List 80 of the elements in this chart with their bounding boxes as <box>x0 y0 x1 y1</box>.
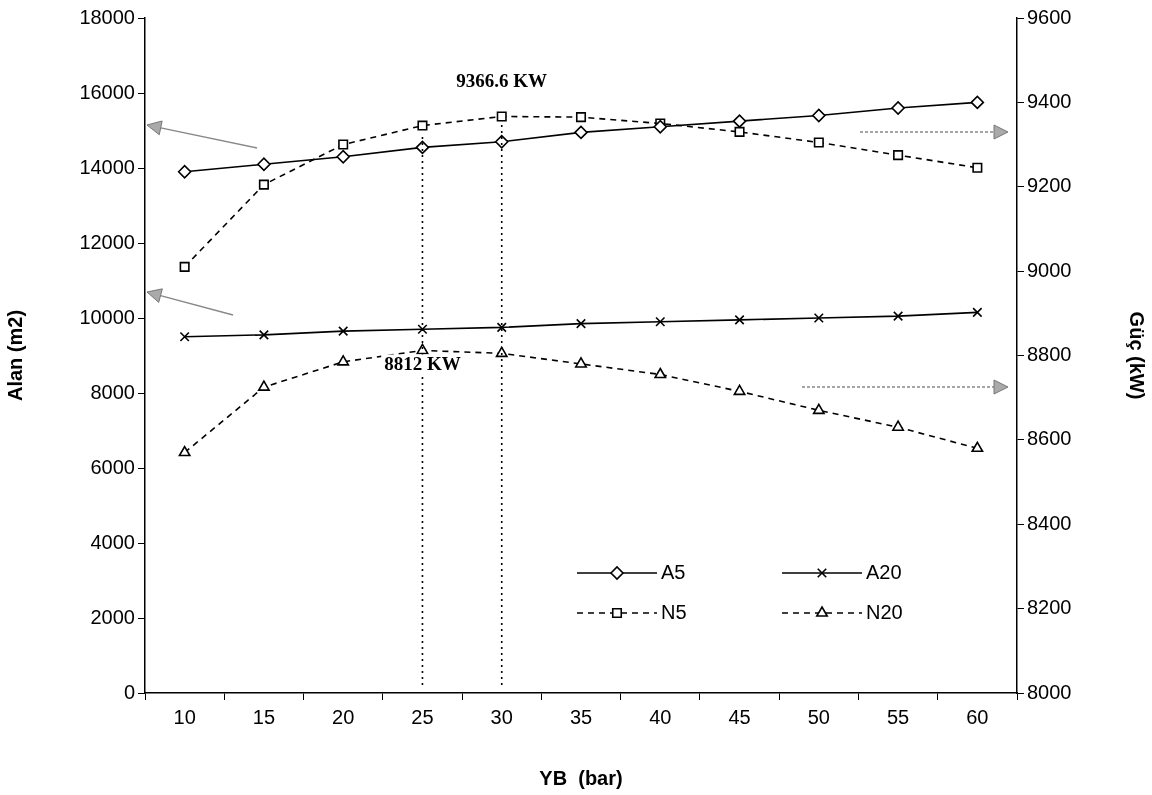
ref-line-label: 9366.6 KW <box>456 70 548 92</box>
point <box>179 261 190 272</box>
x-tick-label: 60 <box>966 705 989 728</box>
y-tick-label: 4000 <box>90 530 135 553</box>
point <box>653 119 668 134</box>
x-tick-label: 55 <box>886 705 910 728</box>
point <box>338 139 349 150</box>
point <box>338 326 349 337</box>
point <box>734 126 745 137</box>
point <box>972 162 983 173</box>
y2-tick-label: 8000 <box>1027 680 1072 703</box>
x-axis-title: YB (bar) <box>539 766 623 789</box>
point <box>813 312 824 324</box>
y2-tick-label: 9000 <box>1027 258 1072 281</box>
point <box>575 318 587 329</box>
point <box>336 149 350 164</box>
x-tick-label: 15 <box>252 705 276 728</box>
point <box>416 343 429 355</box>
point <box>733 384 746 396</box>
y2-tick-label: 9600 <box>1027 5 1072 28</box>
y-tick-label: 14000 <box>79 155 135 178</box>
y2-tick-label: 8800 <box>1027 343 1072 366</box>
point <box>892 420 905 432</box>
point <box>813 137 824 148</box>
x-tick-label: 45 <box>728 705 751 728</box>
y-tick-label: 2000 <box>90 605 135 628</box>
point <box>258 329 269 340</box>
x-tick-label: 35 <box>569 705 593 728</box>
y2-tick-label: 8200 <box>1027 596 1072 619</box>
point <box>179 331 190 342</box>
x-tick-label: 10 <box>173 705 196 728</box>
point <box>575 112 587 123</box>
x-tick-label: 50 <box>807 705 830 728</box>
x-tick-label: 40 <box>649 705 672 728</box>
point <box>496 111 507 122</box>
point <box>891 101 905 115</box>
point <box>732 114 747 128</box>
y-axis-title: Alan (m2) <box>3 309 26 402</box>
x-tick-label: 20 <box>332 705 355 728</box>
y2-tick-label: 9200 <box>1027 174 1072 197</box>
point <box>257 157 271 172</box>
ref-line-label: 8812 KW <box>384 353 461 375</box>
y2-axis-title: Güç (kW) <box>1126 311 1149 400</box>
y2-tick-label: 8400 <box>1027 511 1072 534</box>
y2-tick-label: 9400 <box>1027 89 1072 112</box>
point <box>258 179 269 190</box>
point <box>337 355 350 366</box>
x-tick-label: 30 <box>490 705 513 728</box>
y-tick-label: 10000 <box>79 305 135 328</box>
point <box>812 403 825 415</box>
point <box>654 367 667 379</box>
y-tick-label: 12000 <box>79 230 135 253</box>
y-tick-label: 8000 <box>90 380 135 403</box>
point <box>417 324 428 335</box>
point <box>655 316 666 327</box>
legend-label: N20 <box>866 600 903 623</box>
point <box>257 380 270 391</box>
point <box>575 357 587 368</box>
point <box>893 150 904 161</box>
point <box>177 164 192 179</box>
y-tick-label: 18000 <box>79 5 135 28</box>
legend-label: A20 <box>866 560 902 583</box>
point <box>970 95 985 110</box>
point <box>734 314 745 325</box>
y-tick-label: 16000 <box>79 80 135 103</box>
y-tick-label: 6000 <box>90 455 135 478</box>
legend-label: A5 <box>661 560 686 583</box>
point <box>893 311 904 322</box>
point <box>812 108 826 123</box>
point <box>178 445 191 457</box>
x-tick-label: 25 <box>411 705 434 728</box>
y-tick-label: 0 <box>123 680 135 703</box>
point <box>496 322 507 333</box>
point <box>972 307 983 318</box>
point <box>574 125 588 140</box>
point <box>415 140 430 155</box>
point <box>971 441 984 453</box>
point <box>417 120 428 131</box>
y2-tick-label: 8600 <box>1027 427 1072 450</box>
legend-label: N5 <box>661 600 687 623</box>
